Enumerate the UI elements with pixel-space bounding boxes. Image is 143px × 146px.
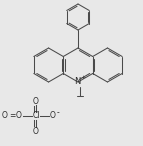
Text: O: O <box>33 126 39 135</box>
Text: O: O <box>33 97 39 106</box>
Text: =: = <box>9 112 15 120</box>
Text: O: O <box>50 112 56 120</box>
Text: O: O <box>2 112 8 120</box>
Text: -: - <box>57 108 60 118</box>
Text: +: + <box>80 75 85 80</box>
Text: O: O <box>16 112 22 120</box>
Text: N: N <box>74 78 80 86</box>
Text: Cl: Cl <box>32 112 40 120</box>
